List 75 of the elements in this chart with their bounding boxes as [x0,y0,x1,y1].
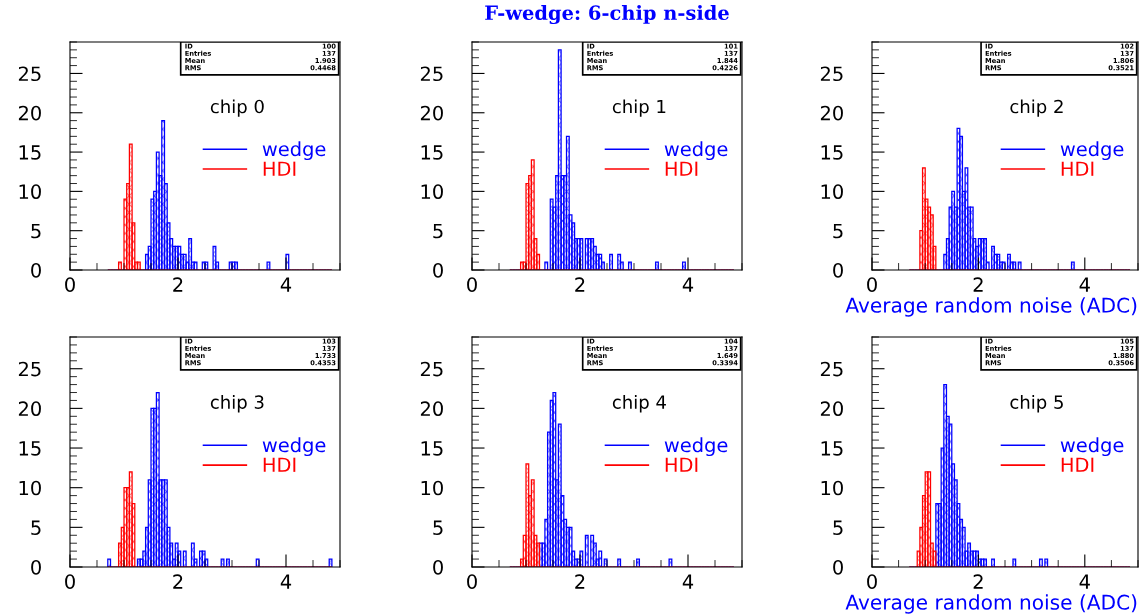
x-tick-label: 2 [575,277,585,292]
y-tick-label: 25 [820,66,843,82]
y-tick-label: 5 [833,520,843,536]
legend-label: wedge [262,437,326,457]
y-tick-label: 25 [820,361,843,377]
annotation: chip 3 [210,394,264,413]
legend-label: wedge [1060,141,1124,161]
x-tick-label: 4 [682,277,694,292]
y-tick-label: 0 [433,559,443,575]
y-tick-label: 10 [421,480,443,496]
y-tick-label: 10 [821,184,843,200]
x-tick-label: 2 [173,277,183,292]
legend-label: wedge [1060,437,1124,457]
x-tick-label: 2 [973,277,983,292]
y-tick-label: 0 [833,559,843,575]
y-tick-label: 10 [19,480,41,496]
legend-label: wedge [664,141,728,161]
legend-label: HDI [263,457,296,472]
y-tick-label: 15 [421,441,443,456]
y-tick-label: 5 [31,223,41,239]
legend-label: HDI [1061,457,1094,472]
y-tick-label: 5 [433,223,443,239]
y-tick-label: 5 [833,223,843,239]
annotation: chip 4 [612,394,666,413]
y-tick-label: 10 [421,184,443,200]
y-tick-label: 20 [420,401,443,417]
x-tick-label: 4 [1079,574,1090,589]
annotation: chip 2 [1010,99,1063,117]
x-tick-label: 4 [280,277,292,292]
y-tick-label: 25 [18,361,41,377]
y-tick-label: 0 [833,262,843,278]
y-tick-label: 10 [19,184,41,200]
x-tick-label: 4 [682,574,694,589]
y-tick-label: 5 [433,520,443,536]
x-tick-label: 0 [867,574,877,589]
y-tick-label: 10 [821,480,843,496]
x-tick-label: 0 [65,277,75,292]
x-axis-title: Average random noise (ADC) [845,594,1137,614]
y-tick-label: 20 [820,105,843,121]
legend-label: wedge [664,437,728,457]
y-tick-label: 5 [31,520,41,536]
y-tick-label: 15 [19,145,41,160]
legend-label: HDI [665,457,698,472]
x-tick-label: 4 [1079,277,1090,292]
y-tick-label: 25 [18,66,41,82]
y-tick-label: 0 [31,262,41,278]
annotation: chip 1 [612,99,666,117]
x-tick-label: 0 [867,277,877,292]
legend-label: HDI [1061,161,1094,176]
x-tick-label: 0 [467,574,477,589]
y-tick-label: 20 [820,401,843,417]
x-tick-label: 2 [973,574,983,589]
y-tick-label: 20 [18,105,41,121]
x-tick-label: 4 [280,574,292,589]
x-tick-label: 2 [173,574,183,589]
x-tick-label: 0 [467,277,477,292]
y-tick-label: 15 [19,441,41,456]
chart-title: F-wedge: 6-chip n-side [485,5,729,25]
y-tick-label: 15 [421,145,443,160]
legend-label: HDI [665,161,698,176]
y-tick-label: 25 [420,361,443,377]
y-tick-label: 0 [31,559,41,575]
annotation: chip 5 [1010,394,1063,413]
y-tick-label: 20 [420,105,443,121]
x-axis-title: Average random noise (ADC) [845,297,1137,317]
y-tick-label: 25 [420,66,443,82]
legend-label: wedge [262,141,326,161]
y-tick-label: 0 [433,262,443,278]
y-tick-label: 20 [18,401,41,417]
legend-label: HDI [263,161,296,176]
y-tick-label: 15 [821,145,843,160]
x-tick-label: 2 [575,574,585,589]
x-tick-label: 0 [65,574,75,589]
annotation: chip 0 [210,99,264,117]
y-tick-label: 15 [821,441,843,456]
